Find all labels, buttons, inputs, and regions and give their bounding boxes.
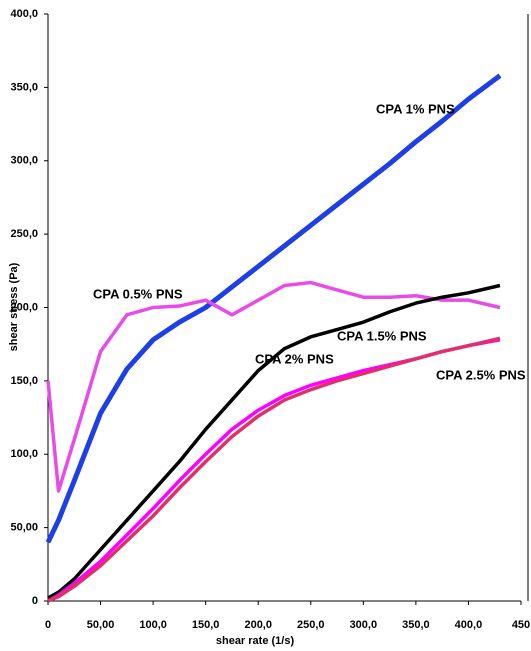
x-axis-label: shear rate (1/s) [216,635,295,647]
x-tick-label: 350,0 [402,619,430,631]
y-tick-label: 150,0 [10,375,38,387]
y-tick-label: 200,0 [10,301,38,313]
x-tick-label: 100,0 [139,619,167,631]
y-tick-label: 250,0 [10,228,38,240]
x-tick-label: 50,00 [87,619,115,631]
series-line [47,283,501,600]
series-line [46,280,501,493]
x-tick-label: 200,0 [244,619,272,631]
series-label: CPA 2% PNS [255,351,334,366]
x-tick-label: 400,0 [455,619,483,631]
y-axis-label: shear stress (Pa) [8,262,20,351]
y-tick-label: 50,00 [10,522,38,534]
series-line [45,73,502,544]
x-tick-label: 250,0 [297,619,325,631]
y-tick-label: 400,0 [10,8,38,20]
y-tick-label: 0 [32,595,38,607]
y-tick-label: 300,0 [10,155,38,167]
series-label: CPA 1.5% PNS [337,328,427,343]
x-tick-label: 300,0 [350,619,378,631]
x-tick-label: 0 [45,619,51,631]
x-tick-label: 450 [512,619,530,631]
y-tick-label: 350,0 [10,81,38,93]
y-tick-label: 100,0 [10,448,38,460]
series-line [47,336,501,603]
series-label: CPA 2.5% PNS [436,367,526,382]
series-line [47,338,501,603]
x-tick-label: 150,0 [192,619,220,631]
series-label: CPA 0.5% PNS [93,286,183,301]
series-label: CPA 1% PNS [376,101,455,116]
